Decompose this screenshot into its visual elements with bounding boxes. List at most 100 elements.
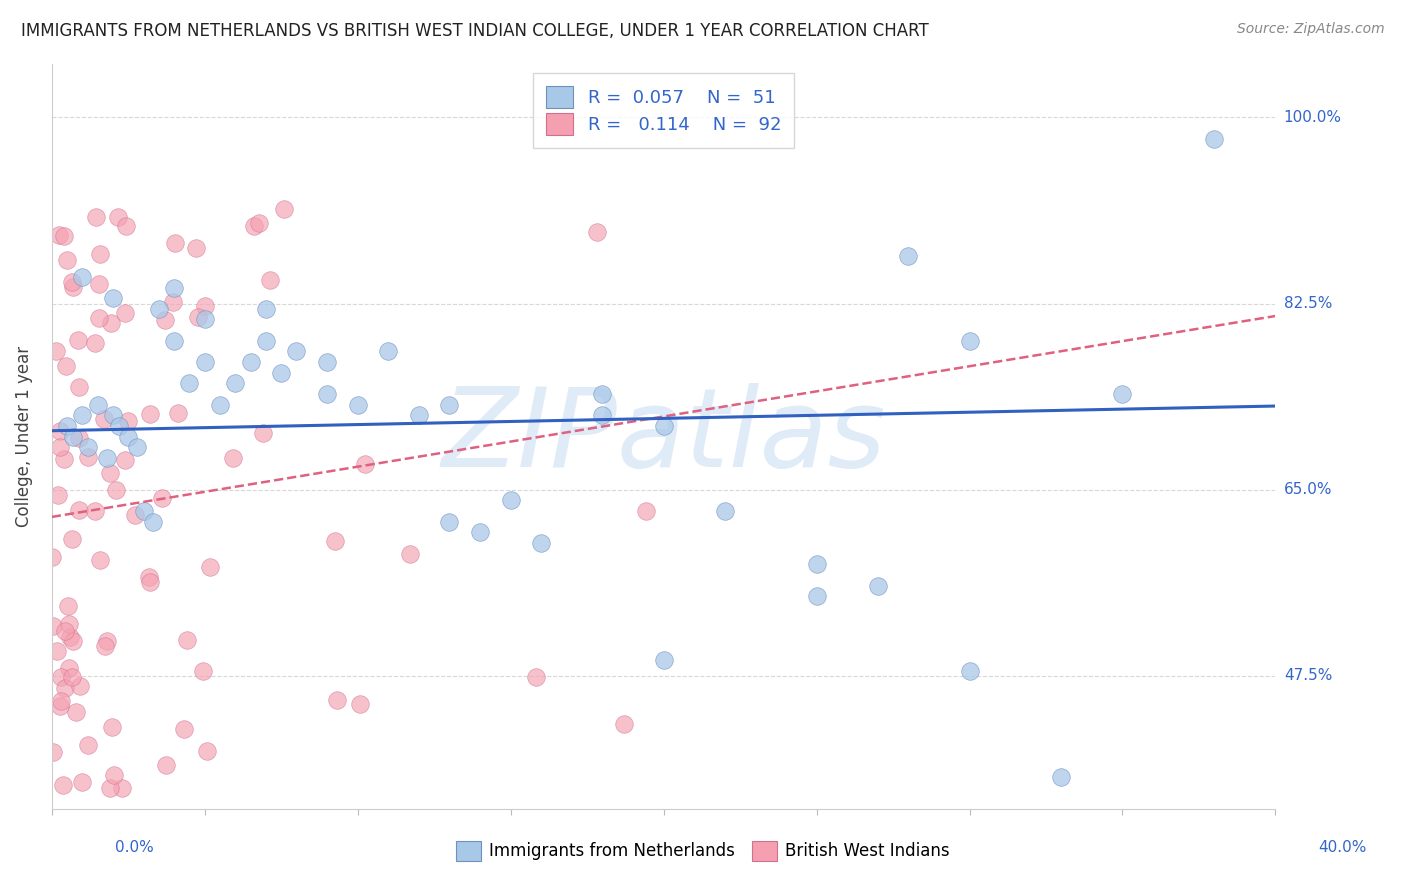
Point <box>41 549 63 564</box>
Point <box>179 376 201 391</box>
Point <box>247 216 270 230</box>
Text: Source: ZipAtlas.com: Source: ZipAtlas.com <box>1237 22 1385 37</box>
Point <box>239 355 262 369</box>
Point <box>499 493 522 508</box>
Point <box>242 219 264 233</box>
Point <box>408 409 430 423</box>
Point <box>468 525 491 540</box>
Point <box>526 670 548 684</box>
Point <box>163 334 186 348</box>
Point <box>89 553 111 567</box>
Point <box>77 440 100 454</box>
Point <box>65 706 87 720</box>
Point <box>48 227 70 242</box>
Point <box>530 536 553 550</box>
Point <box>62 634 84 648</box>
Point <box>439 398 461 412</box>
Point <box>55 359 77 373</box>
Point <box>89 310 111 325</box>
Point <box>87 277 110 292</box>
Point <box>56 252 79 267</box>
Text: 100.0%: 100.0% <box>1284 110 1341 125</box>
Point <box>84 211 107 225</box>
Point <box>69 679 91 693</box>
Point <box>316 387 339 401</box>
Point <box>58 599 80 613</box>
Point <box>62 280 84 294</box>
Point <box>187 310 209 324</box>
Point <box>349 697 371 711</box>
Point <box>139 407 162 421</box>
Point <box>162 295 184 310</box>
Point <box>100 316 122 330</box>
Point <box>84 336 107 351</box>
Point <box>105 483 128 497</box>
Point <box>591 409 613 423</box>
Point <box>198 559 221 574</box>
Point <box>46 488 69 502</box>
Point <box>652 418 675 433</box>
Point <box>59 630 82 644</box>
Text: ZIPatlas: ZIPatlas <box>441 383 886 490</box>
Point <box>254 301 277 316</box>
Point <box>439 515 461 529</box>
Point <box>77 450 100 464</box>
Point <box>117 414 139 428</box>
Point <box>67 503 90 517</box>
Point <box>45 643 67 657</box>
Point <box>585 225 607 239</box>
Point <box>114 219 136 233</box>
Point <box>52 778 75 792</box>
Point <box>66 333 89 347</box>
Point <box>96 450 118 465</box>
Point <box>194 299 217 313</box>
Point <box>155 758 177 772</box>
Point <box>48 424 70 438</box>
Point <box>184 241 207 255</box>
Point <box>107 210 129 224</box>
Point <box>652 653 675 667</box>
Point <box>114 306 136 320</box>
Point <box>252 425 274 440</box>
Text: 47.5%: 47.5% <box>1284 668 1331 683</box>
Point <box>49 441 72 455</box>
Point <box>67 431 90 445</box>
Legend: R =  0.057    N =  51, R =   0.114    N =  92: R = 0.057 N = 51, R = 0.114 N = 92 <box>533 73 794 148</box>
Point <box>53 681 76 695</box>
Point <box>1111 387 1133 401</box>
Point <box>316 355 339 369</box>
Point <box>259 273 281 287</box>
Point <box>93 639 115 653</box>
Point <box>897 249 920 263</box>
Point <box>163 280 186 294</box>
Point <box>270 366 292 380</box>
Point <box>166 406 188 420</box>
Point <box>142 515 165 529</box>
Point <box>62 275 84 289</box>
Point <box>42 618 65 632</box>
Point <box>83 503 105 517</box>
Point <box>959 334 981 348</box>
Point <box>101 720 124 734</box>
Point <box>163 235 186 250</box>
Point <box>148 301 170 316</box>
Point <box>222 451 245 466</box>
Point <box>98 780 121 795</box>
Text: IMMIGRANTS FROM NETHERLANDS VS BRITISH WEST INDIAN COLLEGE, UNDER 1 YEAR CORRELA: IMMIGRANTS FROM NETHERLANDS VS BRITISH W… <box>21 22 929 40</box>
Point <box>634 504 657 518</box>
Point <box>89 246 111 260</box>
Point <box>52 229 75 244</box>
Point <box>117 429 139 443</box>
Point <box>108 418 131 433</box>
Point <box>224 376 246 391</box>
Point <box>67 379 90 393</box>
Point <box>76 738 98 752</box>
Text: 65.0%: 65.0% <box>1284 483 1333 497</box>
Point <box>138 574 160 589</box>
Point <box>86 398 108 412</box>
Point <box>806 558 828 572</box>
Point <box>193 664 215 678</box>
Point <box>150 491 173 505</box>
Text: 40.0%: 40.0% <box>1319 840 1367 855</box>
Point <box>138 569 160 583</box>
